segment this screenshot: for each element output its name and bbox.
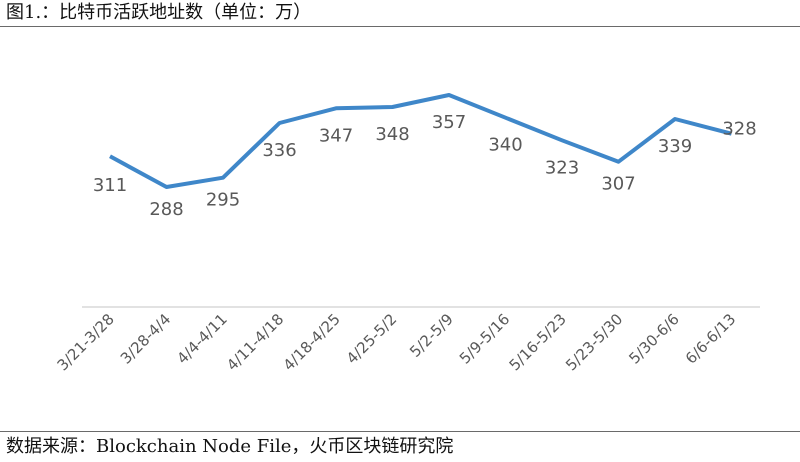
x-tick-label: 4/25-5/2	[343, 310, 400, 367]
top-divider	[0, 26, 800, 27]
x-tick-label: 5/16-5/23	[506, 310, 570, 374]
data-label: 348	[375, 124, 409, 145]
line-chart: 311 288 295 336 347 348 357 340 323 307 339 328 3/2…	[54, 93, 760, 374]
x-tick-label: 4/18-4/25	[280, 310, 344, 374]
x-tick-label: 4/4-4/11	[173, 310, 230, 367]
x-tick-label: 5/30-6/6	[625, 310, 682, 367]
data-labels: 311 288 295 336 347 348 357 340 323 307 339 328	[93, 112, 757, 220]
x-tick-labels: 3/21-3/28 3/28-4/4 4/4-4/114/11-4/184/18-4…	[54, 310, 740, 374]
x-tick-label: 4/11-4/18	[223, 310, 287, 374]
x-tick-label: 5/2-5/9	[406, 310, 457, 361]
data-label: 357	[432, 112, 466, 133]
data-label: 340	[488, 135, 522, 156]
x-tick-label: 3/28-4/4	[117, 310, 174, 367]
data-label: 295	[206, 190, 240, 211]
source-note: 数据来源：Blockchain Node File，火币区块链研究院	[6, 436, 454, 457]
chart-title: 图1.：比特币活跃地址数（单位：万）	[6, 2, 312, 23]
x-tick-label: 3/21-3/28	[54, 310, 118, 374]
bottom-divider	[0, 431, 800, 432]
data-label: 339	[658, 136, 692, 157]
data-label: 311	[93, 175, 127, 196]
series-line	[109, 93, 733, 189]
x-tick-label: 6/6-6/13	[682, 310, 739, 367]
x-tick-label: 5/23-5/30	[562, 310, 626, 374]
x-tick-label: 5/9-5/16	[456, 310, 513, 367]
data-label: 328	[722, 119, 756, 140]
data-label: 288	[149, 199, 183, 220]
data-label: 307	[601, 174, 635, 195]
data-label: 347	[319, 125, 353, 146]
data-label: 336	[262, 140, 296, 161]
data-label: 323	[545, 157, 579, 178]
